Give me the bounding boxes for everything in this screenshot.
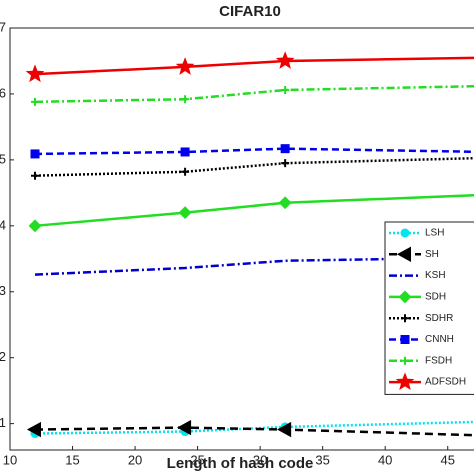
legend-label: KSH [425, 270, 446, 281]
legend-label: LSH [425, 228, 444, 239]
data-point [175, 57, 195, 75]
data-point [181, 95, 190, 104]
legend-label: FSDH [425, 355, 452, 366]
data-point [281, 85, 290, 94]
y-tick-label: 0.5 [0, 151, 6, 166]
x-axis-label: Length of hash code [167, 455, 314, 472]
series-line [34, 426, 474, 437]
x-tick-label: 20 [128, 452, 142, 467]
legend-label: SDH [425, 292, 446, 303]
data-point [177, 419, 192, 436]
series-line [34, 84, 474, 104]
legend-marker [395, 372, 415, 391]
legend-marker [400, 228, 410, 238]
data-point [28, 219, 42, 233]
series-line [34, 156, 474, 177]
plot-frame [9, 27, 474, 451]
data-point [275, 51, 295, 69]
series-line [34, 194, 474, 228]
data-point [281, 159, 290, 168]
x-tick-label: 15 [65, 452, 79, 467]
data-point [278, 196, 292, 210]
x-tick-label: 10 [3, 452, 17, 467]
series-line [34, 147, 474, 156]
y-tick-label: 0.4 [0, 217, 6, 232]
x-tick-label: 25 [190, 452, 204, 467]
legend-marker [400, 335, 410, 344]
data-point [30, 149, 40, 159]
legend-label: ADFSDH [425, 377, 466, 388]
legend-marker [398, 290, 412, 304]
chart-title: CIFAR10 [219, 3, 281, 20]
data-point [277, 421, 292, 438]
data-point [31, 97, 40, 106]
y-tick-label: 0.2 [0, 349, 6, 364]
x-tick-label: 40 [378, 452, 392, 467]
y-tick-label: 0.1 [0, 415, 6, 430]
data-point [25, 64, 45, 83]
legend-box [384, 221, 474, 395]
legend-marker [401, 356, 409, 365]
y-tick-label: 0.7 [0, 19, 6, 34]
x-tick-label: 35 [315, 452, 329, 467]
x-tick-label: 30 [253, 452, 267, 467]
data-point [26, 421, 42, 438]
plot-area [25, 51, 474, 439]
data-point [178, 206, 192, 220]
legend-label: SH [425, 249, 439, 260]
legend-label: SDHR [425, 313, 453, 324]
data-point [180, 147, 190, 157]
series-line [34, 256, 474, 276]
data-point [280, 144, 290, 154]
data-point [181, 167, 190, 176]
legend-marker [401, 314, 409, 323]
legend-marker [396, 246, 411, 262]
series-line [34, 56, 474, 76]
legend-label: CNNH [425, 334, 454, 345]
y-tick-label: 0.3 [0, 283, 6, 298]
data-point [285, 260, 286, 261]
x-tick-label: 45 [441, 452, 455, 467]
y-tick-label: 0.6 [0, 85, 6, 100]
data-point [31, 171, 40, 180]
